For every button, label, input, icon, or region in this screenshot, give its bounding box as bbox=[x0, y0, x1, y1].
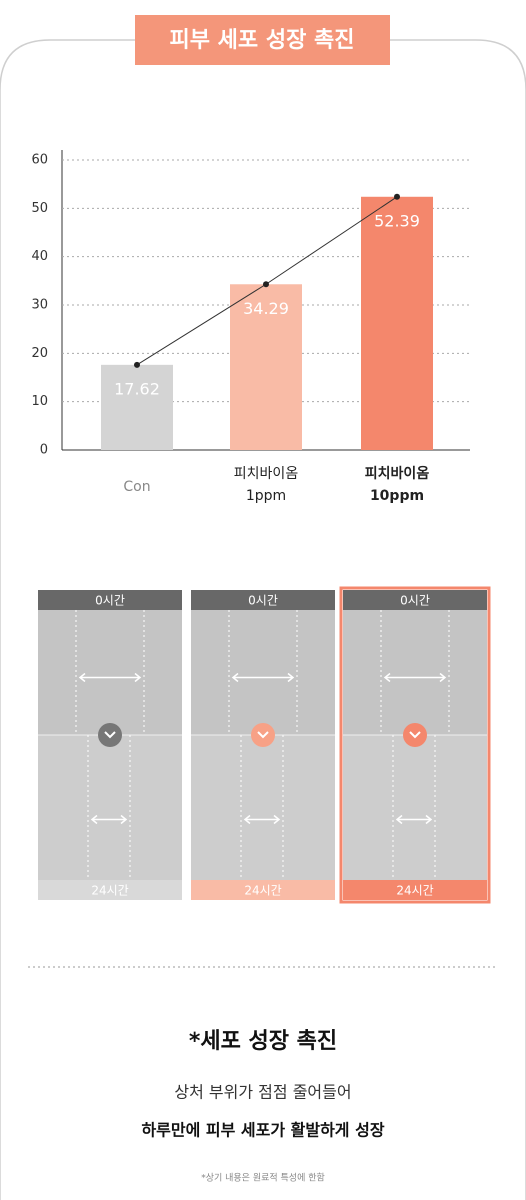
trend-point bbox=[263, 281, 269, 288]
panel-image bbox=[191, 735, 335, 880]
panel-border bbox=[339, 586, 491, 904]
panel-header-label: 0시간 bbox=[248, 594, 278, 608]
footer-heading: *세포 성장 촉진 bbox=[189, 1029, 337, 1054]
panel-header bbox=[343, 590, 487, 610]
footer-line: 하루만에 피부 세포가 활발하게 성장 bbox=[141, 1121, 384, 1140]
panel-header-label: 0시간 bbox=[95, 594, 125, 608]
panel-header bbox=[191, 590, 335, 610]
panel-header bbox=[38, 590, 182, 610]
title: 피부 세포 성장 촉진 bbox=[170, 28, 355, 53]
arrow-head bbox=[231, 672, 295, 683]
arrow-head bbox=[78, 672, 142, 683]
y-tick-label: 60 bbox=[31, 153, 48, 168]
arrow-head bbox=[383, 672, 447, 683]
chevron-badge bbox=[251, 723, 275, 747]
panel-footer bbox=[343, 880, 487, 900]
trend-point bbox=[394, 193, 400, 200]
trend-point bbox=[134, 361, 140, 368]
arrow-head bbox=[90, 814, 128, 825]
y-tick-label: 40 bbox=[31, 249, 48, 264]
chevron-badge bbox=[403, 723, 427, 747]
value-label: 17.62 bbox=[114, 379, 160, 398]
chevron bbox=[104, 731, 116, 739]
panel-image bbox=[38, 735, 182, 880]
y-tick-label: 10 bbox=[31, 394, 48, 409]
value-label: 52.39 bbox=[374, 211, 420, 230]
chevron bbox=[257, 731, 269, 739]
y-tick-label: 50 bbox=[31, 201, 48, 216]
chevron-badge bbox=[98, 723, 122, 747]
title-badge bbox=[135, 15, 390, 65]
y-tick-label: 30 bbox=[31, 298, 48, 313]
arrow-head bbox=[395, 814, 433, 825]
value-label: 34.29 bbox=[243, 299, 289, 318]
footer-line: 상처 부위가 점점 줄어들어 bbox=[174, 1083, 351, 1102]
y-tick-label: 0 bbox=[40, 443, 48, 458]
panel-header-label: 0시간 bbox=[400, 594, 430, 608]
panel-footer-label: 24시간 bbox=[244, 884, 281, 898]
x-tick-label: 10ppm bbox=[370, 488, 424, 504]
bar bbox=[101, 364, 173, 450]
footnote: *상기 내용은 원료적 특성에 한함 bbox=[201, 1172, 325, 1184]
panel-footer-label: 24시간 bbox=[91, 884, 128, 898]
bar bbox=[361, 196, 433, 450]
arrow-head bbox=[243, 814, 281, 825]
x-tick-label: 피치바이옴 bbox=[234, 466, 299, 482]
panel-footer bbox=[191, 880, 335, 900]
x-tick-label: Con bbox=[123, 479, 150, 495]
panel-image bbox=[343, 735, 487, 880]
panel-footer-label: 24시간 bbox=[396, 884, 433, 898]
bar bbox=[230, 284, 302, 450]
x-tick-label: 피치바이옴 bbox=[365, 465, 430, 482]
y-tick-label: 20 bbox=[31, 346, 48, 361]
panel-footer bbox=[38, 880, 182, 900]
chevron bbox=[409, 731, 421, 739]
x-tick-label: 1ppm bbox=[246, 488, 286, 504]
